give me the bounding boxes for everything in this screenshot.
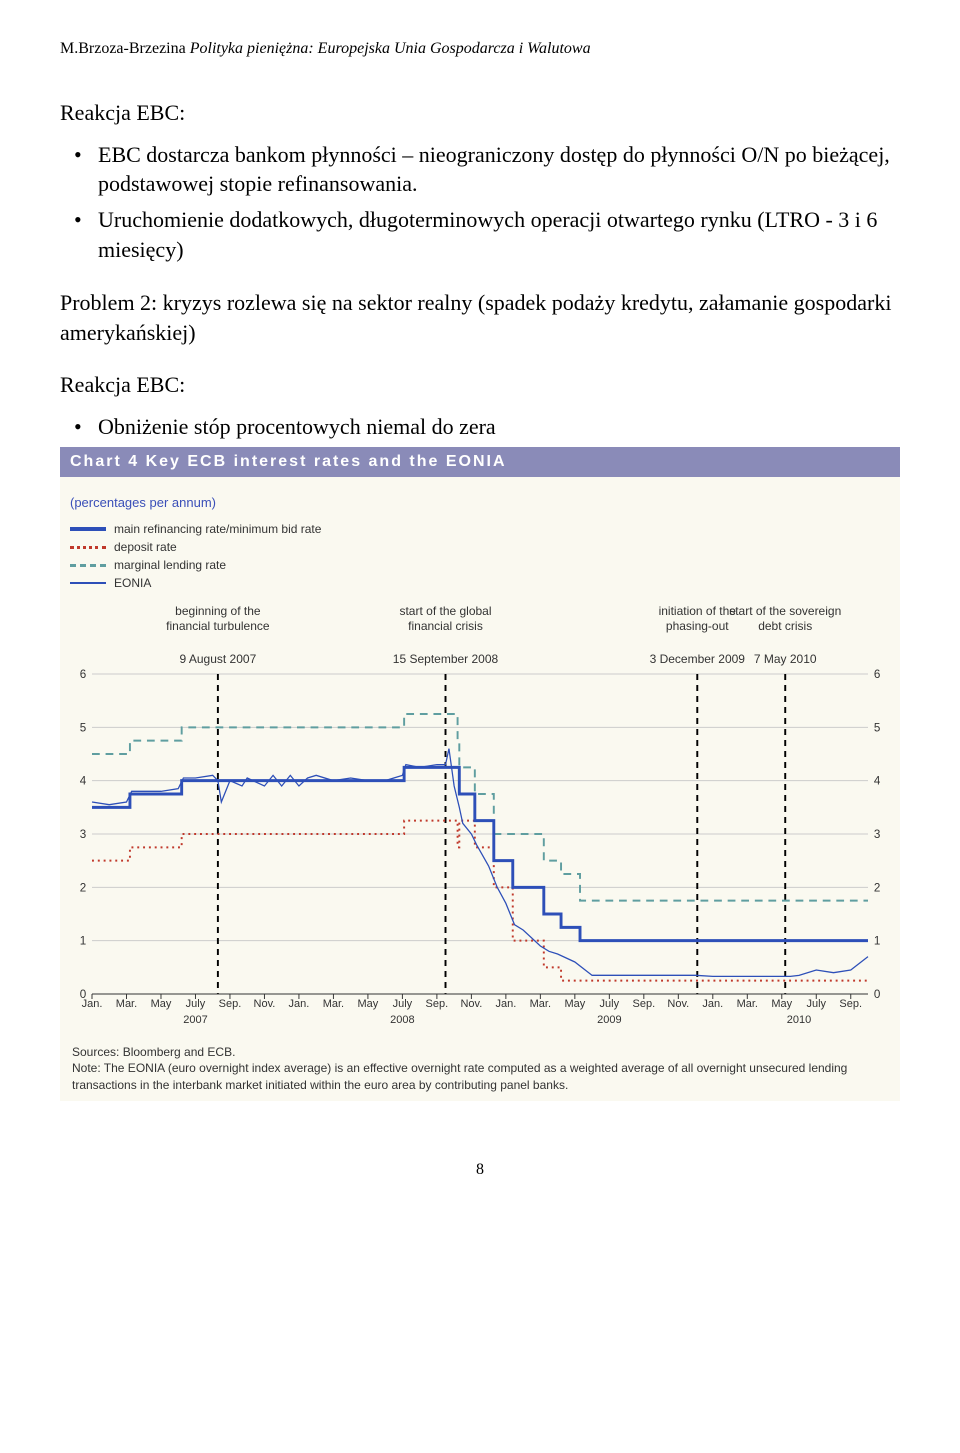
x-tick-label: Sep. (219, 998, 242, 1011)
svg-text:2: 2 (874, 880, 880, 894)
event-date-label: 7 May 2010 (754, 652, 817, 666)
x-tick-label: July (600, 998, 620, 1011)
chart-note: Note: The EONIA (euro overnight index av… (72, 1060, 888, 1092)
page-header: M.Brzoza-Brzezina Polityka pieniężna: Eu… (60, 40, 900, 58)
section1-bullet1: EBC dostarcza bankom płynności – nieogra… (98, 140, 900, 199)
svg-text:4: 4 (80, 774, 87, 788)
x-tick-label: May (358, 998, 379, 1011)
problem2-paragraph: Problem 2: kryzys rozlewa się na sektor … (60, 288, 900, 347)
svg-text:2: 2 (80, 880, 86, 894)
section1-bullet2: Uruchomienie dodatkowych, długoterminowy… (98, 205, 900, 264)
x-tick-label: July (186, 998, 206, 1011)
event-date-label: 9 August 2007 (180, 652, 257, 666)
x-tick-label: Jan. (495, 998, 516, 1011)
x-year-label: 2008 (390, 1014, 414, 1027)
section2-heading: Reakcja EBC: (60, 370, 900, 400)
svg-text:1: 1 (874, 934, 880, 948)
chart-container: (percentages per annum) main refinancing… (60, 477, 900, 1101)
chart-legend: main refinancing rate/minimum bid rate d… (70, 520, 890, 592)
chart-sources: Sources: Bloomberg and ECB. (72, 1044, 888, 1060)
x-axis-labels: Jan. Mar. May July Sep. Nov. Jan. Mar. May July Se… (92, 994, 868, 1034)
legend-label-deposit: deposit rate (114, 538, 177, 556)
event-label: initiation of thephasing-out (659, 604, 736, 634)
x-tick-label: Sep. (839, 998, 862, 1011)
x-year-label: 2009 (597, 1014, 621, 1027)
page-number: 8 (60, 1161, 900, 1179)
x-tick-label: Mar. (323, 998, 344, 1011)
event-label: start of the sovereigndebt crisis (729, 604, 841, 634)
svg-text:5: 5 (874, 720, 881, 734)
legend-label-eonia: EONIA (114, 574, 151, 592)
event-label: start of the globalfinancial crisis (399, 604, 491, 634)
section1-bullets: EBC dostarcza bankom płynności – nieogra… (60, 140, 900, 265)
svg-text:3: 3 (80, 827, 87, 841)
legend-eonia: EONIA (70, 574, 890, 592)
chart-title-bar: Chart 4 Key ECB interest rates and the E… (60, 447, 900, 477)
chart-footer: Sources: Bloomberg and ECB. Note: The EO… (70, 1044, 890, 1093)
x-tick-label: Jan. (82, 998, 103, 1011)
header-author: M.Brzoza-Brzezina (60, 40, 186, 57)
x-tick-label: May (564, 998, 585, 1011)
x-tick-label: Mar. (530, 998, 551, 1011)
legend-main-refi: main refinancing rate/minimum bid rate (70, 520, 890, 538)
event-date-labels-row: 9 August 2007 15 September 2008 3 December… (92, 652, 868, 674)
x-tick-label: July (393, 998, 413, 1011)
svg-text:6: 6 (80, 667, 87, 681)
event-date-label: 15 September 2008 (393, 652, 498, 666)
x-year-label: 2010 (787, 1014, 811, 1027)
section1-heading: Reakcja EBC: (60, 98, 900, 128)
x-tick-label: Nov. (460, 998, 482, 1011)
legend-swatch-marginal (70, 564, 106, 567)
legend-swatch-eonia (70, 582, 106, 584)
legend-label-marginal: marginal lending rate (114, 556, 226, 574)
svg-text:6: 6 (874, 667, 881, 681)
x-tick-label: Mar. (737, 998, 758, 1011)
svg-text:0: 0 (874, 987, 881, 1001)
svg-text:5: 5 (80, 720, 87, 734)
legend-swatch-deposit (70, 546, 106, 549)
x-tick-label: Mar. (116, 998, 137, 1011)
svg-text:1: 1 (80, 934, 86, 948)
section2-bullet1: Obniżenie stóp procentowych niemal do ze… (98, 412, 900, 442)
legend-deposit: deposit rate (70, 538, 890, 556)
x-tick-label: Nov. (667, 998, 689, 1011)
x-tick-label: Nov. (254, 998, 276, 1011)
svg-text:3: 3 (874, 827, 881, 841)
x-tick-label: July (806, 998, 826, 1011)
legend-label-main-refi: main refinancing rate/minimum bid rate (114, 520, 321, 538)
event-label: beginning of thefinancial turbulence (166, 604, 269, 634)
x-tick-label: Sep. (426, 998, 449, 1011)
event-labels-row: beginning of thefinancial turbulence star… (92, 604, 868, 652)
header-title: Polityka pieniężna: Europejska Unia Gosp… (190, 40, 591, 57)
legend-swatch-main-refi (70, 527, 106, 531)
x-year-label: 2007 (183, 1014, 207, 1027)
x-tick-label: Jan. (702, 998, 723, 1011)
chart-subtitle: (percentages per annum) (70, 495, 890, 510)
x-tick-label: May (151, 998, 172, 1011)
x-tick-label: Sep. (632, 998, 655, 1011)
plot-wrapper: beginning of thefinancial turbulence star… (92, 604, 868, 1034)
chart-plot: 00112233445566 (92, 674, 868, 994)
document-body: Reakcja EBC: EBC dostarcza bankom płynno… (60, 98, 900, 441)
x-tick-label: Jan. (289, 998, 310, 1011)
section2-bullets: Obniżenie stóp procentowych niemal do ze… (60, 412, 900, 442)
event-date-label: 3 December 2009 (650, 652, 745, 666)
x-tick-label: May (771, 998, 792, 1011)
legend-marginal: marginal lending rate (70, 556, 890, 574)
svg-text:4: 4 (874, 774, 881, 788)
